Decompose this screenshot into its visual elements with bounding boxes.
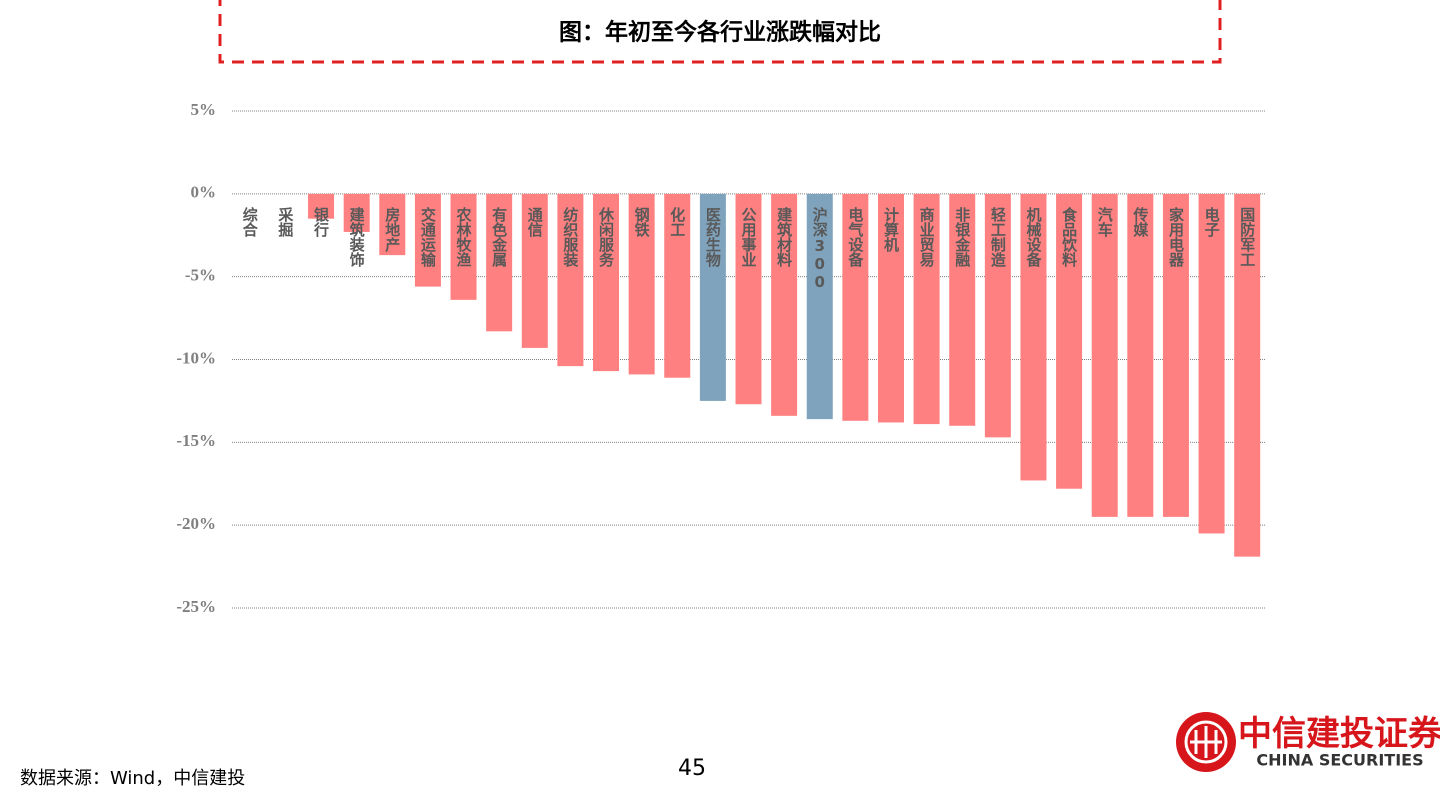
- logo-en: CHINA SECURITIES: [1256, 751, 1423, 770]
- category-label: 电气设备: [846, 206, 864, 267]
- category-label: 电子: [1203, 206, 1221, 238]
- bar: [450, 193, 477, 300]
- bar: [1198, 193, 1225, 534]
- bar: [1162, 193, 1189, 517]
- category-label: 钢铁: [633, 206, 651, 238]
- category-label: 商业贸易: [918, 206, 936, 268]
- category-label: 医药生物: [704, 207, 722, 268]
- y-tick-label: -5%: [185, 266, 216, 285]
- logo: 中信建投证券 CHINA SECURITIES: [1176, 712, 1440, 772]
- bar: [877, 193, 904, 423]
- category-label: 采掘: [276, 206, 294, 238]
- logo-ring: [1184, 720, 1228, 764]
- y-tick-label: -15%: [176, 431, 216, 450]
- bar: [414, 193, 441, 287]
- category-label: 有色金属: [490, 206, 508, 268]
- category-label: 非银金融: [953, 206, 971, 268]
- category-label: 公用事业: [740, 207, 758, 267]
- page-number: 45: [678, 756, 706, 781]
- plot: 5% 0% -5% -10% -15% -20% -25% 综合 采掘 银行 建筑装饰 房地产 交通运输…: [176, 100, 1265, 616]
- category-label: 建筑材料: [775, 206, 793, 268]
- y-tick-label: -25%: [176, 597, 216, 616]
- y-tick-label: -20%: [176, 514, 216, 533]
- bar: [913, 193, 940, 425]
- category-label: 交通运输: [419, 206, 437, 268]
- bar: [699, 193, 726, 401]
- bar: [557, 193, 584, 367]
- category-label: 建筑装饰: [348, 206, 366, 268]
- category-label: 食品饮料: [1060, 206, 1078, 268]
- category-label: 轻工制造: [989, 206, 1007, 268]
- category-label: 综合: [241, 206, 259, 238]
- bar: [1127, 193, 1154, 517]
- category-label: 国防军工: [1238, 207, 1256, 267]
- category-label: 银行: [312, 206, 330, 238]
- category-label: 计算机: [882, 206, 900, 253]
- category-label: 家用电器: [1167, 206, 1185, 268]
- logo-symbol: [1190, 726, 1222, 758]
- category-label: 通信: [526, 207, 544, 238]
- source-note: 数据来源：Wind，中信建投: [20, 768, 245, 789]
- title-frame: [218, 0, 1222, 64]
- bar: [771, 193, 798, 416]
- y-tick-label: 0%: [191, 183, 217, 202]
- bar: [1020, 193, 1047, 481]
- category-label: 沪深300: [811, 206, 829, 291]
- category-label: 房地产: [383, 206, 401, 253]
- bar: [984, 193, 1011, 438]
- bar: [521, 193, 548, 348]
- bar: [1056, 193, 1083, 489]
- y-tick-label: -10%: [176, 348, 216, 367]
- category-label: 休闲服务: [597, 206, 615, 268]
- category-label: 纺织服装: [561, 206, 579, 268]
- bar: [1234, 193, 1261, 557]
- bar: [735, 193, 762, 405]
- bar: [486, 193, 513, 332]
- y-tick-label: 5%: [191, 100, 217, 119]
- category-label: 化工: [668, 206, 686, 237]
- category-label: 机械设备: [1024, 206, 1042, 267]
- chart-title: 图：年初至今各行业涨跌幅对比: [559, 19, 881, 46]
- bar: [593, 193, 620, 372]
- bar: [379, 193, 406, 256]
- bar: [1091, 193, 1118, 517]
- category-label: 农林牧渔: [455, 206, 473, 268]
- bar: [949, 193, 976, 426]
- bar: [343, 193, 370, 232]
- bar: [628, 193, 655, 375]
- category-label: 汽车: [1096, 206, 1114, 238]
- bar: [308, 193, 335, 219]
- bar: [842, 193, 869, 421]
- category-label: 传媒: [1131, 206, 1149, 238]
- bar: [664, 193, 691, 378]
- logo-cn: 中信建投证券: [1238, 714, 1440, 754]
- bar: [806, 193, 833, 420]
